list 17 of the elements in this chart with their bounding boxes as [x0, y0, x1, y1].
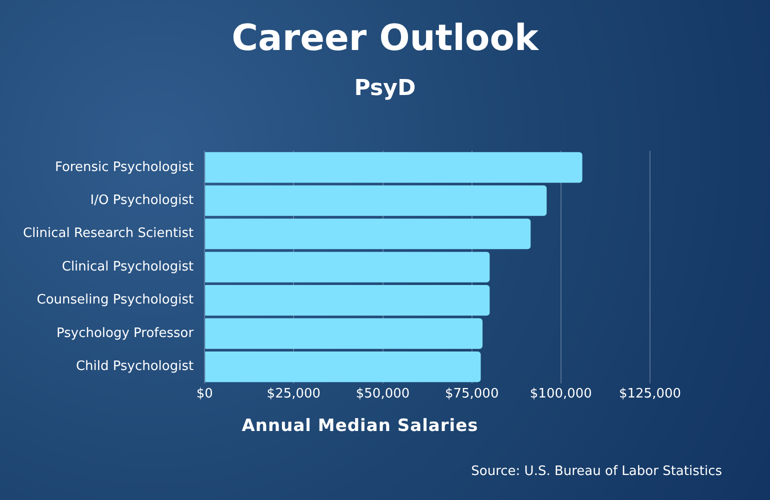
y-tick-label: Child Psychologist — [76, 359, 194, 374]
y-tick-label: I/O Psychologist — [90, 193, 194, 208]
x-tick-label: $25,000 — [266, 386, 321, 402]
x-axis-title: Annual Median Salaries — [240, 416, 480, 436]
y-tick-label: Forensic Psychologist — [54, 160, 194, 175]
y-tick-label: Clinical Psychologist — [62, 259, 194, 274]
y-tick-label: Counseling Psychologist — [36, 292, 194, 308]
chart-subtitle: PsyD — [353, 76, 417, 101]
x-tick-label: $125,000 — [618, 386, 682, 402]
y-tick-label: Psychology Professor — [56, 326, 194, 341]
x-tick-label: $75,000 — [444, 386, 499, 402]
x-tick-label: $100,000 — [530, 386, 592, 402]
y-tick-label: Clinical Research Scientist — [22, 226, 194, 242]
chart-title: Career Outlook — [230, 18, 540, 59]
x-tick-label: $0 — [196, 386, 213, 402]
source-note: Source: U.S. Bureau of Labor Statistics — [471, 464, 722, 479]
x-tick-label: $50,000 — [356, 386, 410, 402]
